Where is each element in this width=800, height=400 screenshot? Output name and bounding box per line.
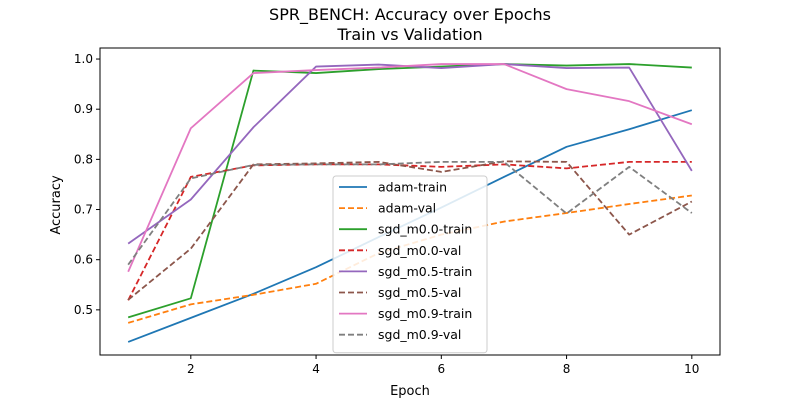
legend-label-sgd_m0.9-val: sgd_m0.9-val (378, 327, 461, 342)
chart-title: SPR_BENCH: Accuracy over Epochs (269, 5, 551, 25)
legend: adam-train adam-val sgd_m0.0-train sgd_m0.0… (332, 175, 488, 354)
series-line-adam-val (127, 194, 692, 324)
chart-subtitle: Train vs Validation (336, 25, 482, 44)
x-tick-label: 8 (563, 362, 571, 376)
legend-box (332, 175, 488, 354)
legend-label-adam-train: adam-train (378, 180, 447, 195)
x-tick-label: 2 (187, 362, 195, 376)
y-tick-label: 0.7 (74, 203, 93, 217)
y-tick-label: 0.8 (74, 152, 93, 166)
legend-label-adam-val: adam-val (378, 201, 436, 216)
y-tick-label: 0.5 (74, 303, 93, 317)
series-line-sgd_m0.9-train (127, 63, 693, 273)
y-tick-label: 0.9 (74, 102, 93, 116)
plot-area (99, 47, 721, 356)
legend-label-sgd_m0.5-train: sgd_m0.5-train (378, 264, 472, 279)
y-axis-label: Accuracy (49, 175, 64, 235)
legend-label-sgd_m0.5-val: sgd_m0.5-val (378, 285, 461, 300)
series-line-sgd_m0.9-val (127, 160, 693, 266)
legend-label-sgd_m0.0-val: sgd_m0.0-val (378, 243, 461, 258)
series-line-sgd_m0.0-train (127, 63, 692, 319)
legend-label-sgd_m0.9-train: sgd_m0.9-train (378, 306, 472, 321)
x-tick-label: 6 (437, 362, 445, 376)
x-tick-label: 4 (312, 362, 320, 376)
series-line-sgd_m0.5-val (127, 160, 693, 301)
axes-frame (99, 47, 721, 356)
y-tick-label: 0.6 (74, 253, 93, 267)
y-tick-label: 1.0 (74, 52, 93, 66)
axis-ticks: 2 4 6 8 10 0.5 0.6 0.7 0.8 0.9 1.0 (74, 52, 700, 376)
legend-label-sgd_m0.0-train: sgd_m0.0-train (378, 222, 472, 237)
x-axis-label: Epoch (390, 384, 430, 399)
x-tick-label: 10 (684, 362, 699, 376)
